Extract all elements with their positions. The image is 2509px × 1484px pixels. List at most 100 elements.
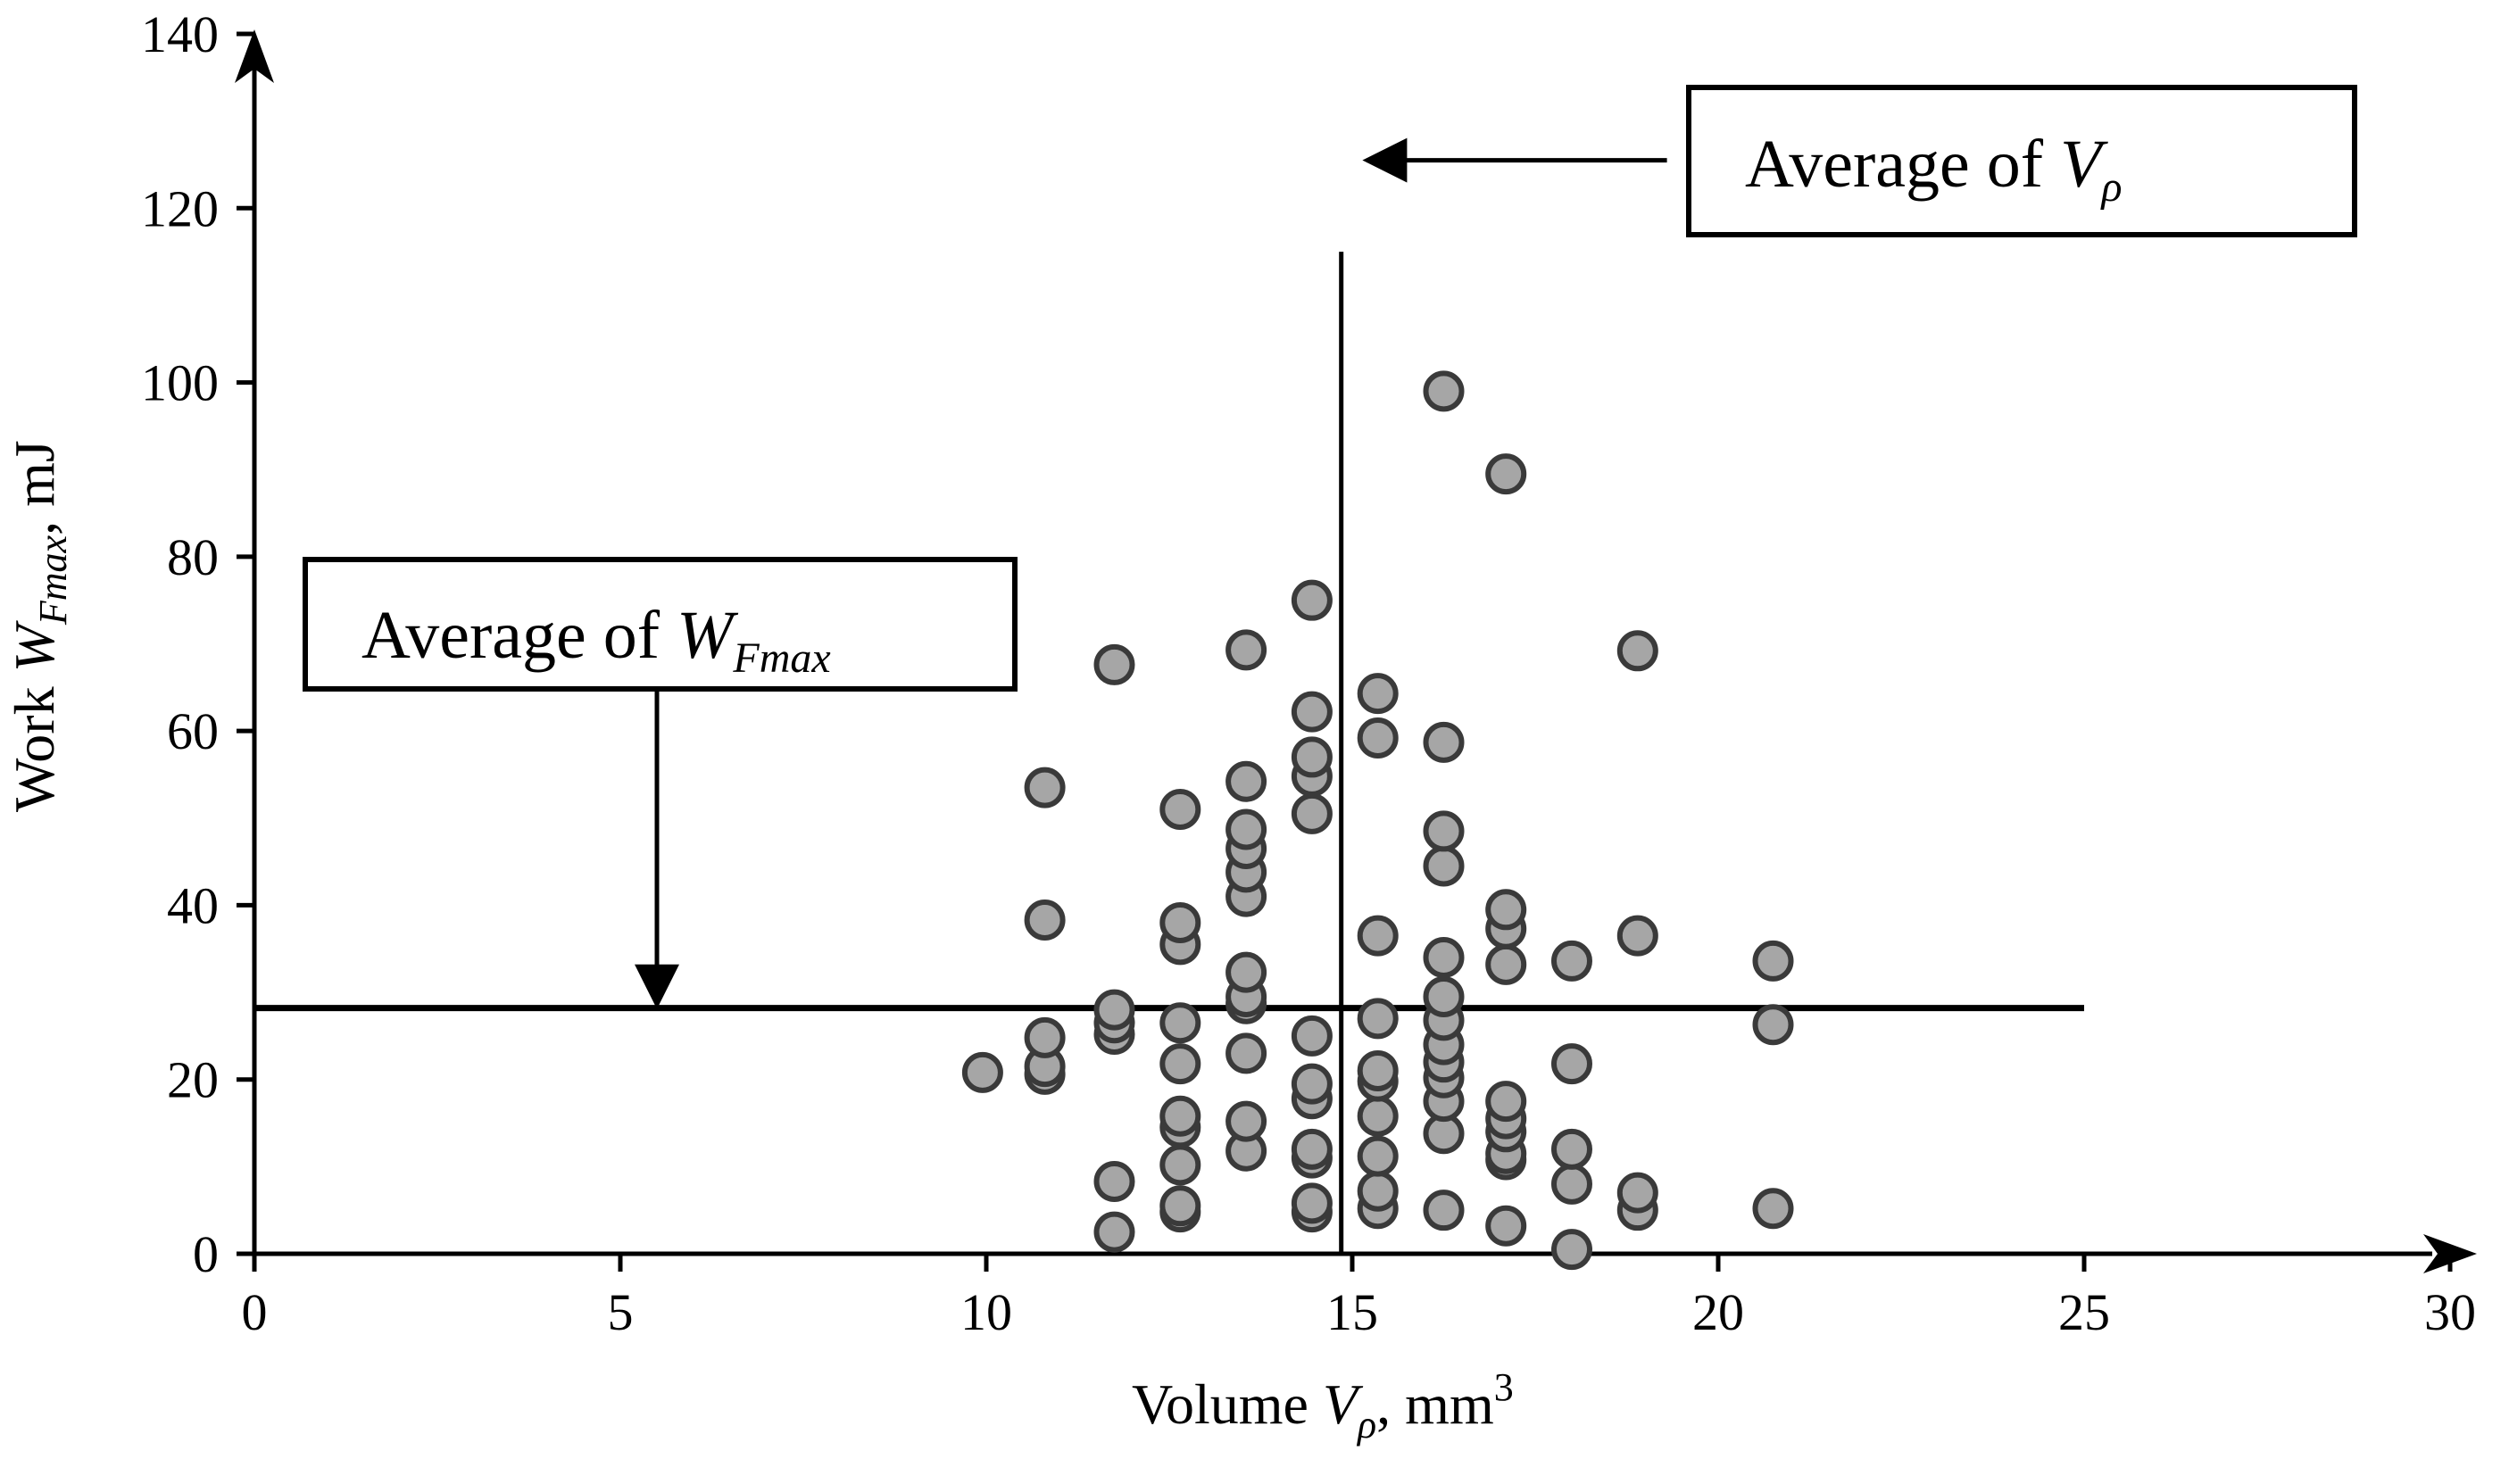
- data-point: [1423, 810, 1465, 852]
- data-point: [1093, 989, 1135, 1031]
- data-point: [1291, 1063, 1333, 1105]
- annotation-average-work: Average of WFmax: [303, 557, 1018, 1009]
- annotation-symbol-work: W: [677, 598, 739, 673]
- data-point: [1616, 630, 1658, 672]
- x-tick-label: 10: [960, 1283, 1012, 1341]
- annotation-box-work: [303, 557, 1018, 692]
- annotation-sub-work: Fmax: [732, 634, 830, 682]
- data-point: [1024, 1016, 1066, 1058]
- x-axis-label-suffix: , mm: [1376, 1372, 1494, 1436]
- data-point: [1225, 629, 1267, 671]
- data-point: [1159, 1043, 1201, 1085]
- data-point: [1752, 1004, 1794, 1046]
- x-axis-label-sub: ρ: [1356, 1403, 1376, 1447]
- data-point: [1357, 998, 1399, 1040]
- y-axis-label-suffix: , mJ: [3, 440, 66, 535]
- data-point: [1024, 900, 1066, 941]
- x-tick-label: 15: [1326, 1283, 1378, 1341]
- data-point: [1423, 370, 1465, 412]
- data-point: [1159, 789, 1201, 831]
- y-tick-label: 120: [141, 179, 219, 237]
- data-point: [1485, 943, 1527, 985]
- data-point: [1357, 1135, 1399, 1177]
- x-tick-label: 0: [242, 1283, 268, 1341]
- x-tick-label: 25: [2058, 1283, 2110, 1341]
- data-point: [1225, 808, 1267, 850]
- data-point: [1485, 1205, 1527, 1247]
- data-point: [1093, 1160, 1135, 1202]
- data-point: [1291, 1128, 1333, 1170]
- y-axis-label-prefix: Work: [3, 672, 66, 812]
- y-axis-label-symbol: W: [3, 619, 66, 672]
- x-axis-label: Volume Vρ, mm3: [1132, 1365, 1514, 1447]
- annotation-prefix-work: Average of: [361, 598, 677, 673]
- data-point: [1225, 951, 1267, 993]
- data-point: [1159, 1095, 1201, 1137]
- data-point: [1423, 937, 1465, 979]
- x-axis-label-sup: 3: [1494, 1365, 1514, 1409]
- data-point: [1616, 1172, 1658, 1214]
- data-point: [1551, 940, 1592, 982]
- x-tick-label: 5: [608, 1283, 634, 1341]
- data-point: [1357, 1049, 1399, 1091]
- annotation-text-volume: Average of Vρ: [1745, 127, 2123, 211]
- data-point: [1093, 1211, 1135, 1253]
- x-tick-label: 30: [2424, 1283, 2476, 1341]
- y-axis-label-sub: Fmax: [31, 535, 75, 626]
- y-tick-label: 0: [193, 1225, 219, 1283]
- data-points: [961, 370, 1794, 1271]
- data-point: [1551, 1163, 1592, 1205]
- data-point: [1291, 1182, 1333, 1224]
- data-point: [1551, 1128, 1592, 1170]
- data-point: [1423, 975, 1465, 1017]
- data-point: [1291, 792, 1333, 834]
- data-point: [1357, 915, 1399, 957]
- y-tick-label: 20: [167, 1051, 219, 1109]
- y-tick-label: 40: [167, 876, 219, 934]
- data-point: [1225, 1032, 1267, 1074]
- data-point: [961, 1051, 1003, 1093]
- x-axis-label-prefix: Volume: [1132, 1372, 1323, 1436]
- data-point: [1423, 721, 1465, 763]
- annotation-average-volume: Average of Vρ: [1362, 85, 2357, 237]
- data-point: [1616, 915, 1658, 957]
- y-ticks: 0 20 40 60 80 100 120 140: [141, 5, 254, 1283]
- x-ticks: 0 5 10 15 20 25 30: [242, 1254, 2476, 1341]
- data-point: [1752, 940, 1794, 982]
- y-tick-label: 60: [167, 702, 219, 760]
- y-tick-label: 140: [141, 5, 219, 63]
- annotation-sub-volume: ρ: [2100, 163, 2123, 211]
- data-point: [1291, 579, 1333, 621]
- y-tick-label: 80: [167, 528, 219, 586]
- data-point: [1485, 889, 1527, 931]
- data-point: [1159, 1144, 1201, 1186]
- data-point: [1159, 901, 1201, 943]
- data-point: [1225, 1100, 1267, 1142]
- data-point: [1551, 1043, 1592, 1085]
- annotation-box-volume: [1686, 85, 2357, 237]
- x-tick-label: 20: [1692, 1283, 1744, 1341]
- data-point: [1357, 1095, 1399, 1137]
- y-axis-arrowhead: [235, 29, 274, 83]
- data-point: [1291, 736, 1333, 778]
- y-axis-label: Work WFmax, mJ: [3, 440, 75, 812]
- data-point: [1752, 1188, 1794, 1230]
- data-point: [1159, 1002, 1201, 1044]
- data-point: [1551, 1229, 1592, 1271]
- data-point: [1291, 691, 1333, 733]
- data-point: [1291, 1015, 1333, 1057]
- y-tick-label: 100: [141, 354, 219, 412]
- annotation-prefix-volume: Average of: [1745, 127, 2060, 202]
- annotation-text-work: Average of WFmax: [361, 598, 831, 682]
- data-point: [1159, 1185, 1201, 1227]
- data-point: [1423, 1190, 1465, 1231]
- data-point: [1225, 760, 1267, 802]
- data-point: [1485, 453, 1527, 495]
- data-point: [1024, 767, 1066, 808]
- annotation-symbol-volume: V: [2060, 127, 2108, 202]
- data-point: [1357, 673, 1399, 715]
- data-point: [1423, 845, 1465, 887]
- data-point: [1357, 717, 1399, 759]
- data-point: [1485, 1081, 1527, 1123]
